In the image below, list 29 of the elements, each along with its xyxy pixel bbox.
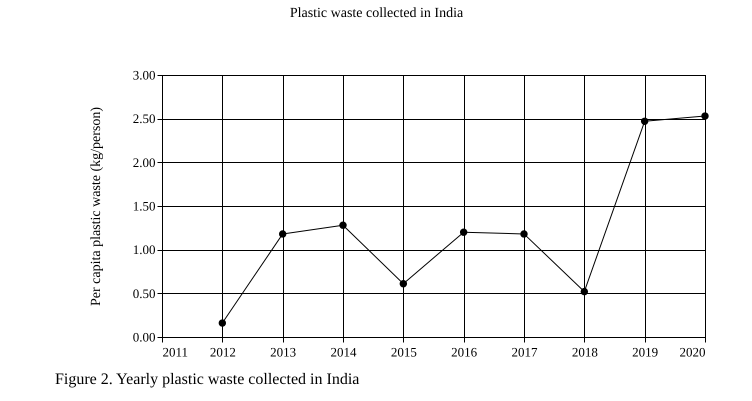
point [520, 230, 528, 238]
y-tick-label: 2.00 [132, 154, 156, 170]
point [339, 222, 347, 229]
point [580, 288, 588, 296]
y-axis-title: Per capita plastic waste (kg/person) [88, 106, 104, 306]
x-tick-label: 2012 [210, 344, 236, 360]
x-tick-label: 2017 [512, 344, 538, 360]
chart-title: Plastic waste collected in India [290, 6, 464, 21]
y-tick-label: 3.00 [132, 68, 156, 82]
caption: Figure 2. Yearly plastic waste collected in India [55, 371, 360, 389]
point [400, 280, 408, 288]
x-tick-label: 2016 [451, 344, 478, 360]
point [218, 319, 226, 327]
y-tick-label: 1.00 [132, 242, 156, 258]
point [701, 112, 709, 120]
y-tick-label: 2.50 [132, 111, 156, 126]
point [460, 228, 468, 236]
x-tick-label: 2015 [390, 344, 417, 360]
y-tick-label: 1.50 [132, 198, 156, 214]
x-tick-label: 2013 [270, 344, 296, 360]
x-tick-label: 2018 [572, 344, 598, 360]
y-tick-label: 0.50 [132, 286, 156, 301]
x-tick-label: 2014 [330, 344, 357, 360]
point [278, 230, 286, 238]
x-tick-label: 2020 [680, 344, 706, 360]
x-tick-label: 2019 [632, 344, 658, 360]
x-tick-label: 2011 [162, 344, 188, 360]
point [640, 118, 648, 125]
y-tick-label: 0.00 [132, 330, 156, 344]
